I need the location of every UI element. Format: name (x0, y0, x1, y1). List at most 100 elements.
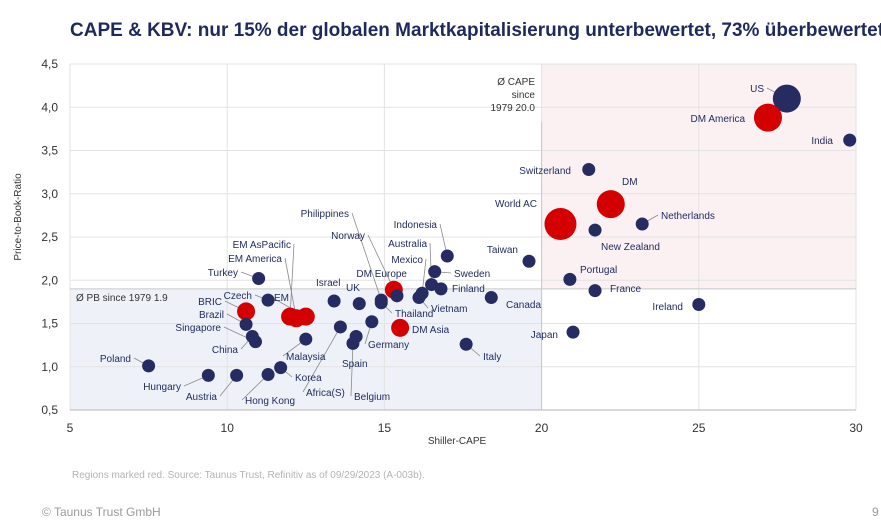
marker-thailand (374, 296, 388, 310)
marker-germany (365, 315, 379, 329)
label-dm: DM (622, 177, 638, 188)
marker-australia (425, 278, 439, 292)
leader-line (429, 242, 432, 285)
y-tick-label: 2,0 (41, 273, 58, 287)
x-tick-label: 15 (378, 421, 392, 435)
x-tick-label: 30 (849, 421, 863, 435)
source-note: Regions marked red. Source: Taunus Trust… (72, 470, 425, 481)
leader-line (289, 243, 295, 317)
y-tick-label: 4,0 (41, 100, 58, 114)
label-bric: BRIC (198, 297, 222, 308)
label-ireland: Ireland (652, 302, 683, 313)
marker-korea (274, 361, 288, 375)
label-taiwan: Taiwan (487, 245, 518, 256)
label-dm-asia: DM Asia (412, 325, 450, 336)
label-dm-america: DM America (691, 114, 746, 125)
label-em-america: EM America (228, 254, 282, 265)
y-tick-label: 1,0 (41, 360, 58, 374)
label-czech: Czech (224, 291, 252, 302)
label-japan: Japan (531, 330, 558, 341)
marker-bric (237, 302, 256, 321)
y-tick-label: 4,5 (41, 57, 58, 71)
label-sweden: Sweden (454, 269, 490, 280)
marker-turkey (252, 272, 266, 286)
x-tick-label: 5 (67, 421, 74, 435)
reference-lines: Ø CAPE since 1979 20.0 Ø PB since 1979 1.9 (70, 77, 856, 410)
cape-average-label: 1979 20.0 (491, 103, 536, 114)
marker-italy (459, 337, 473, 351)
page-number: 9 (872, 505, 879, 519)
label-portugal: Portugal (580, 265, 617, 276)
marker-china (245, 329, 259, 343)
marker-dm-america (753, 103, 782, 132)
marker-dm (596, 190, 625, 219)
marker-world-ac (544, 208, 577, 241)
label-korea: Korea (295, 373, 322, 384)
marker-israel (327, 294, 341, 308)
y-tick-label: 3,0 (41, 187, 58, 201)
pb-average-label: Ø PB since 1979 1.9 (76, 293, 168, 304)
leader-line (302, 326, 341, 393)
marker-sweden (428, 265, 442, 279)
marker-indonesia (440, 249, 454, 263)
marker-poland (142, 359, 156, 373)
x-tick-label: 10 (221, 421, 235, 435)
label-indonesia: Indonesia (394, 220, 438, 231)
marker-africa-s- (333, 320, 347, 334)
label-austria: Austria (186, 392, 218, 403)
data-points (142, 84, 857, 382)
grid-lines (69, 63, 857, 411)
label-singapore: Singapore (175, 323, 221, 334)
label-philippines: Philippines (301, 209, 349, 220)
leader-line (284, 257, 297, 319)
marker-belgium (346, 336, 360, 350)
marker-brazil (239, 317, 253, 331)
point-labels: US DM America India Switzerland DM World AC Ne… (100, 84, 834, 407)
y-tick-label: 1,5 (41, 317, 58, 331)
x-tick-label: 20 (535, 421, 549, 435)
cape-average-label: since (512, 90, 536, 101)
label-canada: Canada (506, 300, 541, 311)
label-thailand: Thailand (395, 309, 433, 320)
label-poland: Poland (100, 354, 131, 365)
marker-portugal (563, 272, 577, 286)
label-spain: Spain (342, 359, 368, 370)
label-germany: Germany (368, 340, 409, 351)
label-italy: Italy (483, 352, 501, 363)
marker-india (843, 133, 857, 147)
marker-switzerland (582, 163, 596, 177)
label-china: China (212, 345, 239, 356)
x-axis-label: Shiller-CAPE (428, 436, 487, 447)
label-france: France (610, 284, 642, 295)
label-belgium: Belgium (354, 392, 390, 403)
label-hungary: Hungary (143, 382, 181, 393)
label-hong-kong: Hong Kong (245, 396, 295, 407)
label-india: India (811, 136, 833, 147)
label-australia: Australia (388, 239, 427, 250)
label-us: US (750, 84, 764, 95)
y-tick-label: 2,5 (41, 230, 58, 244)
x-tick-label: 25 (692, 421, 706, 435)
marker-france (588, 284, 602, 298)
leader-line (351, 212, 382, 301)
label-world-ac: World AC (495, 199, 537, 210)
leader-line (350, 343, 354, 397)
label-brazil: Brazil (199, 310, 224, 321)
label-malaysia: Malaysia (286, 352, 326, 363)
marker-czech (261, 293, 275, 307)
marker-uk (352, 297, 366, 311)
label-dm-europe: DM Europe (356, 269, 407, 280)
marker-taiwan (522, 254, 536, 268)
marker-netherlands (635, 217, 649, 231)
marker-us (772, 84, 801, 113)
axes: 0,5 1,0 1,5 2,0 2,5 3,0 3,5 4,0 4,5 5 10 15 20 25 30 Sh… (13, 57, 863, 447)
y-axis-label: Price-to-Book-Ratio (13, 173, 24, 261)
marker-malaysia (299, 332, 313, 346)
copyright: © Taunus Trust GmbH (42, 505, 161, 519)
marker-em (296, 307, 315, 326)
label-africa-s-: Africa(S) (306, 388, 345, 399)
marker-ireland (692, 297, 706, 311)
page-title: CAPE & KBV: nur 15% der globalen Marktka… (70, 20, 881, 41)
marker-austria (230, 368, 244, 382)
